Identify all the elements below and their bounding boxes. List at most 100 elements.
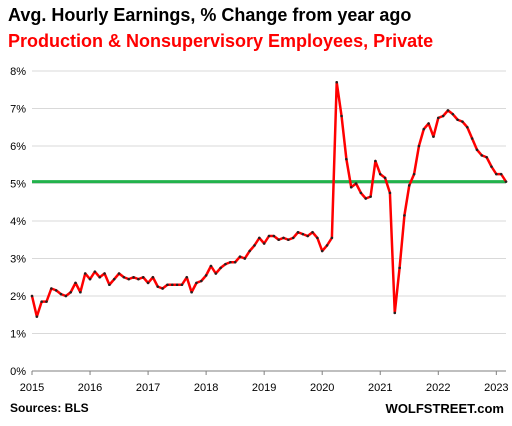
- data-point: [378, 172, 382, 176]
- data-point: [122, 275, 126, 279]
- data-point: [132, 275, 135, 279]
- data-point: [253, 244, 256, 247]
- data-point: [499, 172, 503, 176]
- y-tick-label: 7%: [10, 104, 26, 116]
- data-point: [296, 230, 300, 234]
- chart-title: Avg. Hourly Earnings, % Change from year…: [8, 5, 412, 25]
- data-point: [490, 165, 493, 168]
- data-point: [427, 122, 430, 125]
- data-point: [466, 125, 469, 129]
- data-point: [103, 272, 106, 275]
- data-point: [233, 260, 237, 264]
- data-point: [195, 281, 198, 285]
- y-axis-ticks: 0% 1% 2% 3% 4% 5% 6% 7% 8%: [10, 66, 26, 378]
- data-point: [345, 157, 348, 161]
- x-axis-ticks: 2015 2016 2017 2018 2019 2020 2021 2022 2023: [20, 371, 509, 394]
- x-tick-label: 2016: [78, 382, 102, 394]
- data-point: [436, 116, 440, 120]
- data-point: [441, 114, 445, 118]
- x-tick-label: 2015: [20, 382, 44, 394]
- data-point: [461, 120, 464, 123]
- data-point: [224, 262, 227, 266]
- data-point: [64, 294, 68, 298]
- data-point: [272, 234, 276, 238]
- data-point: [137, 277, 140, 281]
- data-point: [88, 277, 92, 281]
- data-point: [141, 275, 145, 279]
- data-point: [359, 191, 363, 195]
- x-tick-label: 2020: [310, 382, 334, 394]
- x-tick-label: 2023: [484, 382, 508, 394]
- data-point: [93, 270, 97, 273]
- data-point: [175, 283, 179, 287]
- gridlines: [32, 70, 506, 334]
- data-point: [422, 127, 426, 131]
- data-point: [364, 197, 368, 200]
- data-point: [166, 283, 169, 287]
- data-point: [54, 289, 58, 292]
- data-point: [407, 184, 411, 187]
- data-point: [495, 172, 498, 176]
- data-point: [185, 275, 189, 279]
- x-tick-label: 2022: [426, 382, 450, 394]
- y-tick-label: 8%: [10, 66, 26, 78]
- data-point: [277, 238, 280, 242]
- series-group: [30, 80, 508, 318]
- data-point: [480, 154, 484, 157]
- data-point: [219, 266, 222, 270]
- data-point: [262, 242, 266, 245]
- data-point: [311, 230, 314, 234]
- data-point: [374, 159, 377, 163]
- data-point: [209, 264, 213, 268]
- data-point: [180, 283, 184, 287]
- data-point: [354, 182, 358, 185]
- data-point: [349, 185, 353, 189]
- data-point: [146, 281, 150, 285]
- data-point: [190, 290, 193, 294]
- data-point: [229, 260, 232, 264]
- data-point: [151, 275, 155, 279]
- data-point: [504, 180, 508, 183]
- x-tick-label: 2021: [368, 382, 392, 394]
- data-point: [35, 315, 39, 318]
- data-point: [214, 272, 218, 275]
- data-point: [170, 283, 174, 287]
- y-tick-label: 0%: [10, 366, 26, 378]
- data-point: [485, 155, 488, 159]
- data-point: [69, 290, 72, 294]
- data-point: [446, 109, 450, 112]
- data-point: [30, 294, 34, 298]
- data-point: [388, 191, 392, 195]
- data-point: [316, 236, 319, 240]
- data-point: [243, 257, 247, 260]
- y-tick-label: 5%: [10, 179, 26, 191]
- data-point: [50, 287, 53, 290]
- data-point: [267, 234, 271, 238]
- data-point: [59, 292, 63, 296]
- x-tick-label: 2019: [252, 382, 276, 394]
- data-point: [451, 112, 455, 116]
- series-line: [30, 81, 508, 318]
- data-point: [79, 290, 82, 294]
- data-point: [432, 135, 435, 138]
- data-point: [204, 274, 208, 277]
- data-point: [161, 287, 164, 290]
- data-point: [238, 255, 242, 258]
- y-tick-label: 4%: [10, 216, 26, 228]
- data-point: [45, 300, 48, 303]
- data-point: [306, 234, 309, 238]
- data-point: [108, 283, 111, 287]
- data-point: [199, 279, 203, 283]
- data-point: [320, 249, 324, 253]
- data-point: [470, 137, 474, 140]
- data-point: [291, 236, 295, 240]
- data-point: [412, 172, 416, 176]
- data-point: [282, 236, 285, 240]
- data-point: [475, 148, 479, 152]
- source-note: Sources: BLS: [10, 401, 89, 415]
- y-tick-label: 2%: [10, 291, 26, 303]
- data-point: [258, 236, 261, 240]
- data-point: [393, 311, 397, 315]
